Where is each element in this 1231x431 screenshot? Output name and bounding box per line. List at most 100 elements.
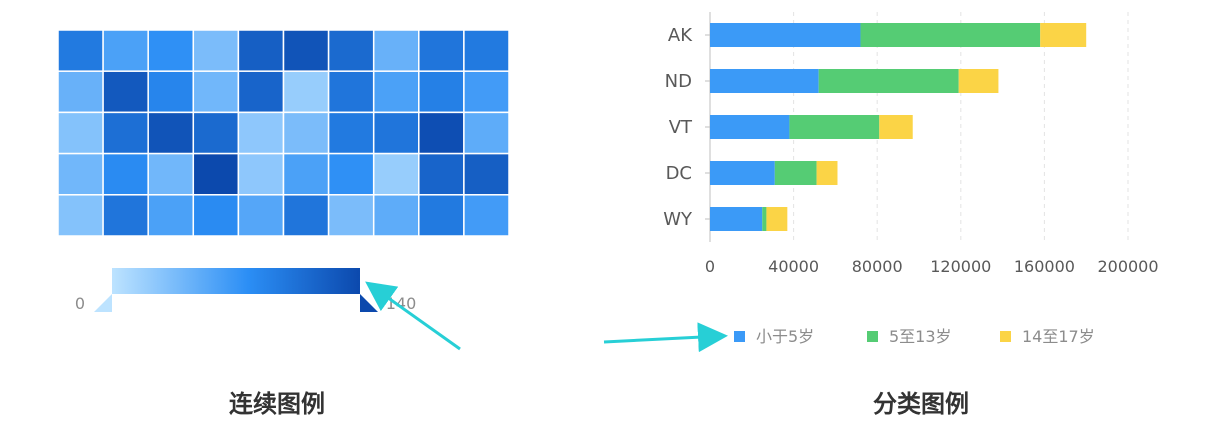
continuous-legend: 0 140 — [75, 268, 416, 313]
heatmap-cell — [57, 111, 104, 155]
bar-segment — [789, 115, 880, 139]
categorical-legend: 小于5岁 5至13岁 14至17岁 — [734, 327, 1095, 346]
caption-categorical-legend: 分类图例 — [873, 390, 969, 418]
heatmap-cell — [327, 194, 375, 237]
legend-label: 小于5岁 — [756, 327, 814, 346]
bar-segment — [710, 23, 861, 47]
heatmap-cell — [57, 70, 104, 114]
heatmap-cell — [282, 70, 330, 114]
legend-item[interactable]: 5至13岁 — [867, 327, 952, 346]
legend-item[interactable]: 小于5岁 — [734, 327, 814, 346]
x-axis-ticks: 0 40000 80000 120000 160000 200000 — [705, 257, 1159, 276]
bar-segment — [710, 69, 819, 93]
heatmap-cell — [282, 29, 330, 72]
bar-segment — [958, 69, 999, 93]
annotation-arrow-continuous — [365, 281, 461, 351]
heatmap-cell — [282, 111, 330, 155]
heatmap-cell — [192, 111, 240, 155]
bar-segment — [710, 161, 775, 185]
legend-label: 5至13岁 — [889, 327, 952, 346]
bar-segment — [762, 207, 767, 231]
legend-min-handle[interactable] — [94, 294, 112, 312]
heatmap-cell — [327, 111, 375, 155]
bar-segment — [774, 161, 817, 185]
heatmap-cell — [282, 152, 330, 196]
legend-max-handle[interactable] — [360, 294, 378, 312]
legend-label: 14至17岁 — [1022, 327, 1095, 346]
bar-segment — [766, 207, 788, 231]
heatmap-cell — [192, 70, 240, 114]
heatmap-cell — [147, 70, 195, 114]
heatmap-cell — [102, 194, 149, 237]
heatmap-cell — [327, 70, 375, 114]
y-axis: AK ND VT DC WY — [663, 12, 711, 242]
legend-swatch — [1000, 331, 1011, 342]
heatmap-cell — [372, 152, 420, 196]
heatmap-cell — [102, 29, 149, 72]
heatmap-cell — [282, 194, 330, 237]
heatmap-cell — [463, 70, 510, 114]
bars — [710, 23, 1087, 231]
legend-item[interactable]: 14至17岁 — [1000, 327, 1095, 346]
y-category-label: ND — [665, 71, 692, 92]
heatmap-cell — [57, 194, 104, 237]
heatmap-cell — [57, 152, 104, 196]
heatmap-cell — [57, 29, 104, 72]
heatmap-cell — [237, 111, 285, 155]
heatmap-cell — [237, 194, 285, 237]
y-category-label: DC — [666, 163, 692, 184]
heatmap-cell — [418, 29, 465, 72]
heatmap-cell — [147, 152, 195, 196]
heatmap-cell — [418, 70, 465, 114]
bar-segment — [710, 207, 763, 231]
bar-segment — [1040, 23, 1087, 47]
heatmap-cell — [463, 194, 510, 237]
heatmap-cell — [147, 194, 195, 237]
heatmap-cell — [418, 152, 465, 196]
heatmap-cell — [237, 152, 285, 196]
bar-segment — [818, 69, 959, 93]
legend-swatch — [734, 331, 745, 342]
heatmap-cell — [463, 152, 510, 196]
x-tick-label: 0 — [705, 257, 715, 276]
y-category-label: AK — [668, 25, 693, 46]
annotation-arrow-categorical — [603, 322, 728, 353]
y-category-label: WY — [663, 209, 693, 230]
heatmap-cell — [192, 194, 240, 237]
bar-segment — [879, 115, 913, 139]
heatmap-cell — [102, 70, 149, 114]
heatmap-cell — [102, 111, 149, 155]
heatmap-cell — [463, 29, 510, 72]
heatmap-cell — [237, 29, 285, 72]
heatmap-cell — [102, 152, 149, 196]
bar-segment — [710, 115, 790, 139]
heatmap-cell — [192, 152, 240, 196]
x-tick-label: 40000 — [768, 257, 819, 276]
y-category-label: VT — [669, 117, 693, 138]
heatmap-cell — [372, 111, 420, 155]
heatmap-cell — [327, 152, 375, 196]
x-tick-label: 120000 — [930, 257, 991, 276]
legend-gradient-bar — [112, 268, 360, 294]
heatmap-cell — [147, 111, 195, 155]
bar-segment — [816, 161, 838, 185]
legend-max-label: 140 — [386, 294, 417, 313]
heatmap-cell — [237, 70, 285, 114]
bar-segment — [860, 23, 1041, 47]
heatmap-cell — [147, 29, 195, 72]
heatmap — [57, 29, 510, 237]
legend-swatch — [867, 331, 878, 342]
x-tick-label: 80000 — [852, 257, 903, 276]
x-tick-label: 160000 — [1014, 257, 1075, 276]
heatmap-cell — [327, 29, 375, 72]
heatmap-cell — [418, 194, 465, 237]
stacked-bar-chart: AK ND VT DC WY 0 40000 80000 120000 160000 200000 — [663, 12, 1159, 276]
legend-min-label: 0 — [75, 294, 85, 313]
heatmap-cell — [418, 111, 465, 155]
heatmap-cell — [372, 194, 420, 237]
heatmap-cell — [463, 111, 510, 155]
heatmap-cell — [372, 70, 420, 114]
caption-continuous-legend: 连续图例 — [229, 390, 325, 418]
heatmap-cell — [192, 29, 240, 72]
